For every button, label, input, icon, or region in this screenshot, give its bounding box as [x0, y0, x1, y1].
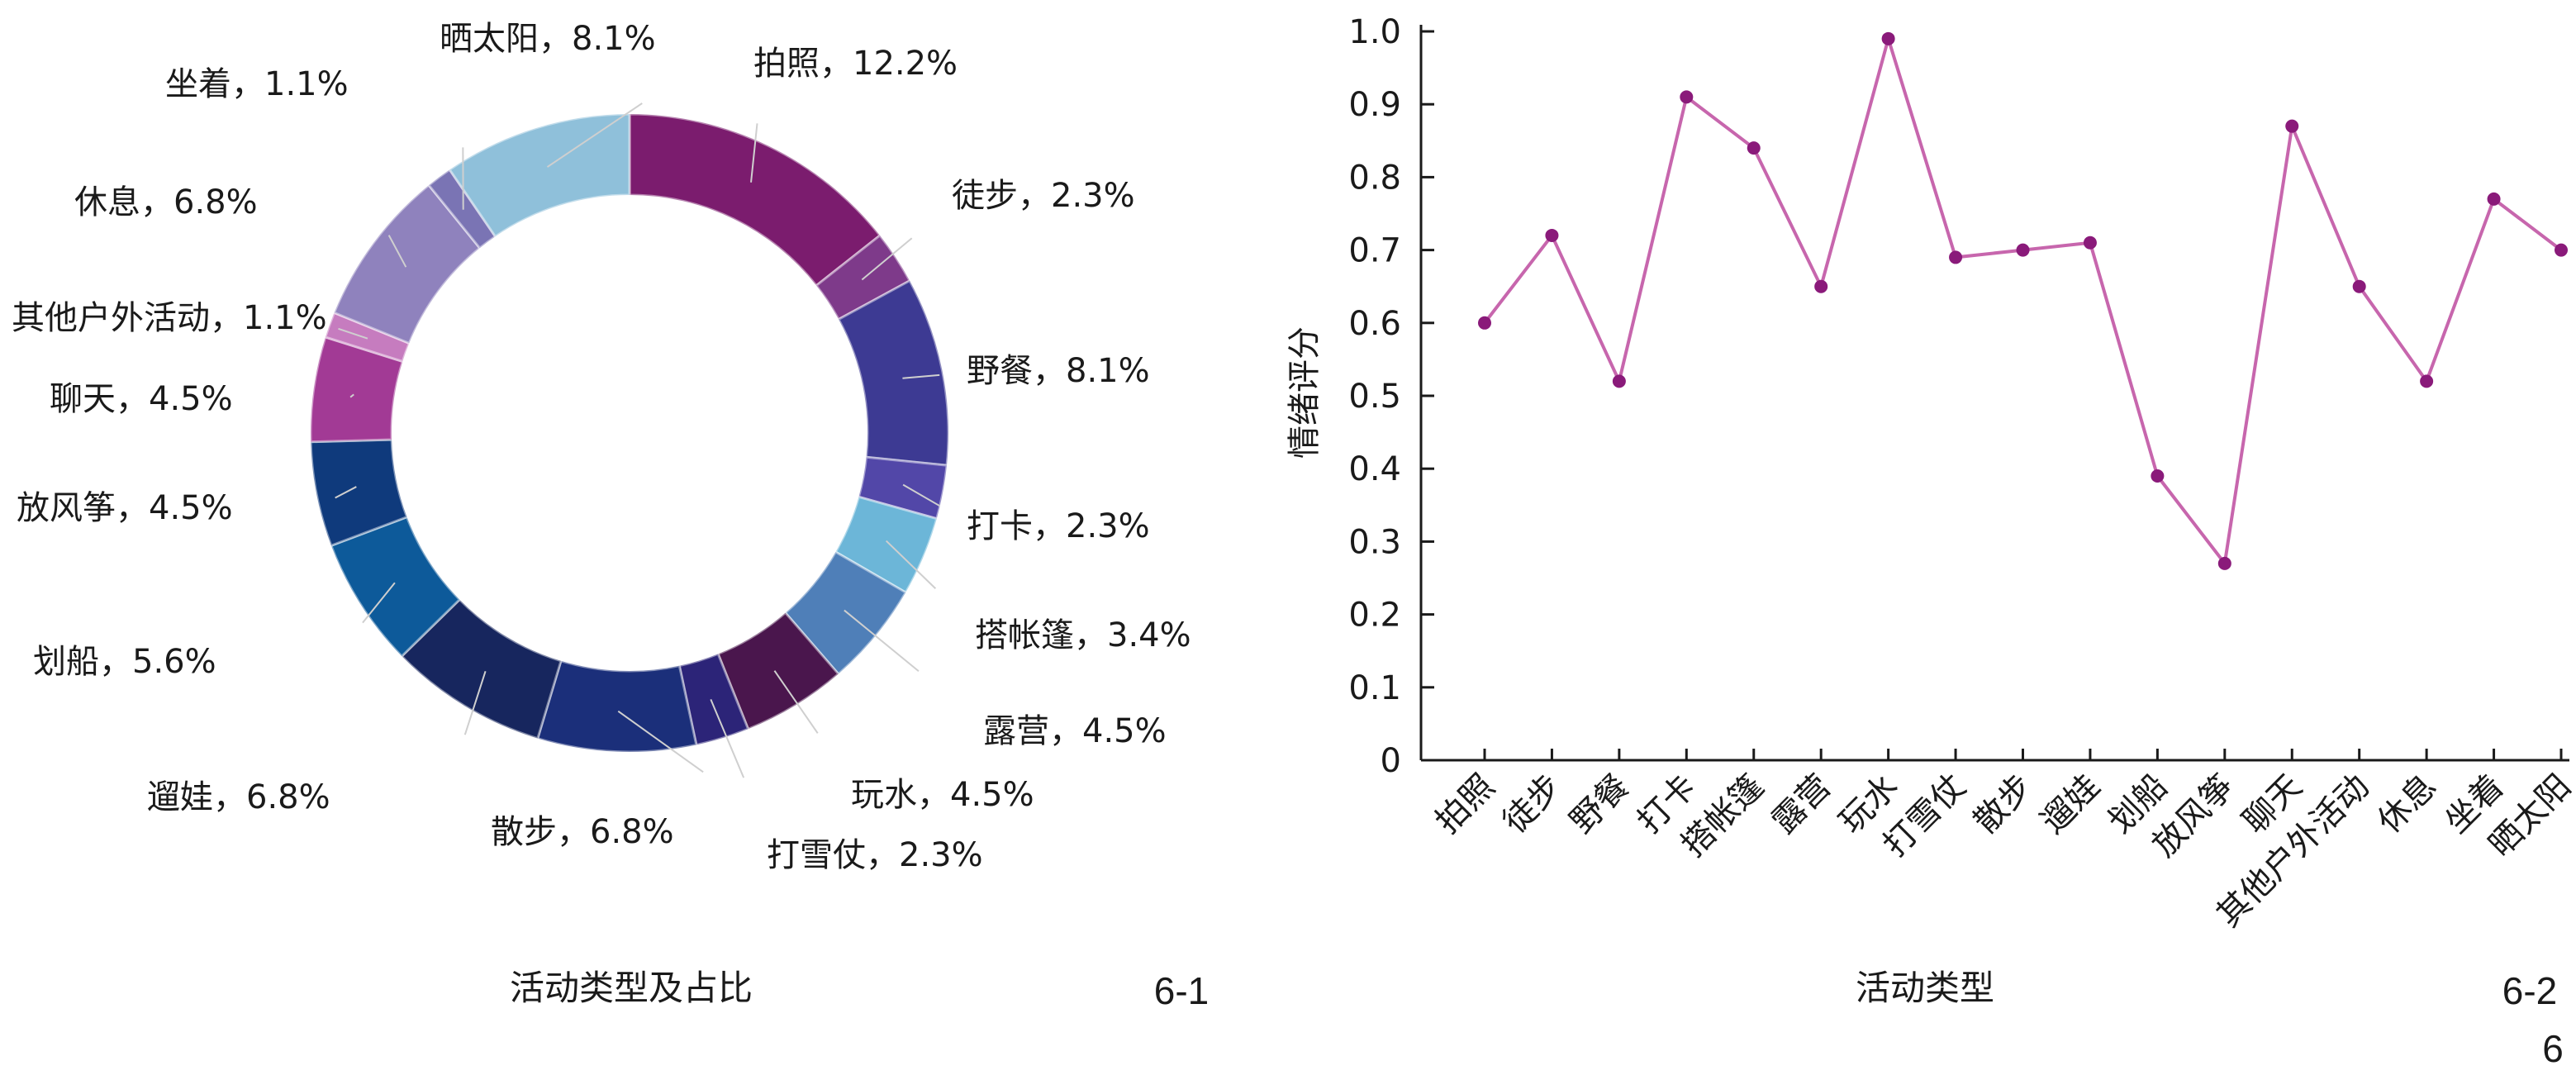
slice-label: 散步，6.8%	[491, 813, 674, 851]
slice-label: 休息，6.8%	[74, 183, 258, 221]
leader-line	[902, 373, 940, 379]
series-line	[1483, 32, 2563, 568]
donut-slice	[448, 112, 631, 239]
leader-line	[844, 609, 920, 673]
figure-label-left: 6-1	[1154, 969, 1209, 1012]
line-chart: 0 0.1 0.2 0.3 0.4 0.5 0.6 0.7 0.8 0.9 1.0 拍照徒步野餐打卡…	[1286, 13, 2576, 1008]
donut-slice	[834, 495, 939, 595]
data-point	[1545, 228, 1559, 242]
donut-slice	[535, 659, 698, 754]
slice-label: 露营，4.5%	[983, 712, 1167, 750]
leader-line	[335, 486, 357, 499]
data-point	[2016, 243, 2030, 257]
slice-label: 打卡，2.3%	[967, 507, 1150, 545]
y-ticks: 0 0.1 0.2 0.3 0.4 0.5 0.6 0.7 0.8 0.9 1.0	[1348, 13, 1434, 780]
data-point	[2151, 469, 2165, 483]
x-tick-label: 遛娃	[2034, 768, 2108, 841]
leader-line	[750, 123, 758, 183]
leader-line	[362, 582, 396, 624]
leader-line	[773, 670, 819, 734]
slice-label: 打雪仗，2.3%	[767, 836, 983, 874]
y-tick-label: 0.1	[1348, 669, 1401, 707]
y-tick-label: 0.5	[1348, 378, 1401, 416]
data-point	[2352, 279, 2366, 293]
data-point	[1612, 374, 1626, 388]
donut-slice	[783, 550, 908, 676]
slice-label: 其他户外活动，1.1%	[12, 299, 327, 337]
figure-label-right: 6-2	[2502, 969, 2557, 1012]
slice-label: 晒太阳，8.1%	[440, 20, 656, 58]
data-point	[2487, 192, 2501, 206]
y-tick-label: 0.9	[1348, 86, 1401, 124]
donut-slice	[426, 168, 497, 250]
data-point	[1478, 316, 1491, 330]
slice-label: 聊天，4.5%	[50, 380, 233, 418]
donut-caption: 活动类型及占比	[510, 968, 753, 1008]
y-tick-label: 0.7	[1348, 232, 1401, 270]
donut-slice	[815, 233, 912, 321]
data-point	[2285, 119, 2299, 133]
x-tick-label: 徒步	[1495, 768, 1569, 841]
leader-line	[546, 102, 643, 168]
y-tick-label: 0.4	[1348, 450, 1401, 488]
slice-label: 划船，5.6%	[33, 643, 216, 681]
data-point	[1814, 279, 1828, 293]
y-tick-label: 0.8	[1348, 159, 1401, 197]
leader-line	[885, 540, 937, 589]
y-tick-label: 0.6	[1348, 305, 1401, 343]
data-point	[2420, 374, 2434, 388]
line-series	[1478, 31, 2568, 570]
data-point	[1881, 31, 1895, 45]
data-point	[2083, 236, 2097, 250]
donut-slice	[309, 438, 409, 548]
leader-line	[349, 393, 354, 398]
data-point	[2555, 243, 2568, 257]
y-tick-label: 0	[1381, 742, 1401, 780]
slice-label: 坐着，1.1%	[165, 65, 349, 103]
donut-slice	[837, 278, 950, 467]
slice-label: 搭帐篷，3.4%	[975, 616, 1191, 654]
slice-label: 野餐，8.1%	[967, 352, 1150, 390]
x-ticks: 拍照徒步野餐打卡搭帐篷露营玩水打雪仗散步遛娃划船放风筝聊天其他户外活动休息坐着晒…	[1428, 749, 2576, 935]
leader-line	[463, 671, 487, 735]
y-tick-label: 0.3	[1348, 523, 1401, 561]
x-tick-label: 休息	[2370, 768, 2444, 841]
slice-label: 遛娃，6.8%	[147, 778, 330, 816]
x-tick-label: 露营	[1765, 768, 1838, 841]
figure-label-extra: 6	[2542, 1027, 2564, 1070]
donut-slice	[400, 597, 563, 740]
data-point	[1680, 90, 1694, 104]
x-tick-label: 散步	[1966, 768, 2040, 841]
x-axis-label: 活动类型	[1856, 968, 1994, 1008]
donut-slice	[628, 112, 882, 288]
y-axis-label: 情绪评分	[1286, 326, 1324, 459]
slice-label: 放风筝，4.5%	[17, 489, 233, 527]
data-point	[1747, 141, 1761, 155]
x-tick-label: 野餐	[1563, 768, 1637, 841]
y-tick-label: 0.2	[1348, 597, 1401, 635]
slice-label: 玩水，4.5%	[851, 776, 1034, 814]
data-point	[1949, 250, 1963, 264]
leader-line	[861, 237, 913, 281]
slice-label: 徒步，2.3%	[952, 177, 1135, 215]
leader-line	[387, 235, 407, 268]
data-point	[2217, 556, 2231, 570]
leader-line	[617, 710, 704, 773]
leader-line	[902, 483, 941, 507]
y-tick-label: 1.0	[1348, 13, 1401, 51]
donut-chart	[309, 112, 950, 754]
x-tick-label: 拍照	[1428, 768, 1502, 841]
donut-slice	[332, 183, 482, 345]
leader-line	[710, 698, 745, 778]
donut-labels: 拍照，12.2% 徒步，2.3% 野餐，8.1% 打卡，2.3% 搭帐篷，3.4% 露营，…	[12, 20, 1191, 874]
leader-line	[338, 327, 368, 340]
slice-label: 拍照，12.2%	[753, 45, 958, 83]
